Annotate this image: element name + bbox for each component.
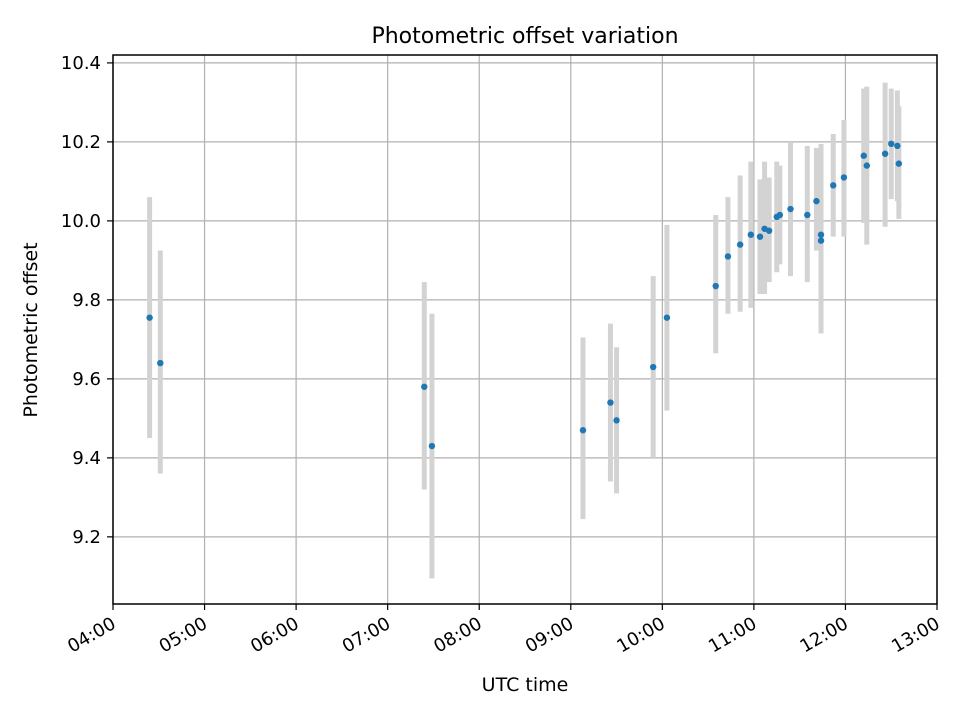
- grid: [112, 55, 938, 604]
- y-axis-label: Photometric offset: [20, 242, 42, 417]
- data-point: [421, 383, 428, 390]
- y-axis-ticks: 9.2 9.4 9.6 9.8 10.0 10.2 10.4: [61, 53, 113, 548]
- data-point: [157, 359, 164, 367]
- plot-frame: [112, 54, 938, 605]
- data-point: [895, 160, 903, 167]
- data-point: [747, 231, 755, 238]
- data-point: [817, 231, 825, 238]
- data-point: [756, 233, 764, 240]
- data-point: [607, 399, 614, 406]
- data-point: [724, 253, 732, 260]
- data-points: [146, 140, 903, 450]
- data-point: [804, 211, 811, 219]
- data-point: [146, 314, 153, 321]
- y-tick-label: 10.4: [61, 53, 101, 74]
- data-point: [813, 197, 820, 205]
- data-point: [712, 282, 719, 290]
- data-point: [428, 442, 436, 450]
- data-point: [830, 182, 837, 189]
- data-point: [881, 150, 889, 157]
- data-point: [840, 174, 848, 181]
- y-tick-label: 9.6: [72, 369, 101, 390]
- y-tick-label: 9.2: [72, 527, 101, 548]
- data-point: [860, 152, 867, 159]
- data-point: [776, 211, 784, 219]
- data-point: [613, 417, 620, 424]
- x-axis-label: UTC time: [482, 674, 569, 696]
- data-point: [579, 427, 587, 434]
- y-tick-label: 10.0: [61, 211, 101, 232]
- data-point: [736, 241, 744, 248]
- data-point: [894, 142, 901, 150]
- data-point: [817, 237, 825, 244]
- chart-title: Photometric offset variation: [371, 24, 678, 49]
- data-point: [863, 162, 871, 169]
- y-tick-label: 9.8: [72, 290, 101, 311]
- y-tick-label: 10.2: [61, 132, 101, 153]
- data-point: [765, 227, 773, 234]
- data-point: [888, 140, 895, 148]
- data-point: [787, 205, 794, 213]
- data-point: [663, 314, 671, 321]
- data-point: [649, 363, 657, 371]
- y-tick-label: 9.4: [72, 448, 101, 469]
